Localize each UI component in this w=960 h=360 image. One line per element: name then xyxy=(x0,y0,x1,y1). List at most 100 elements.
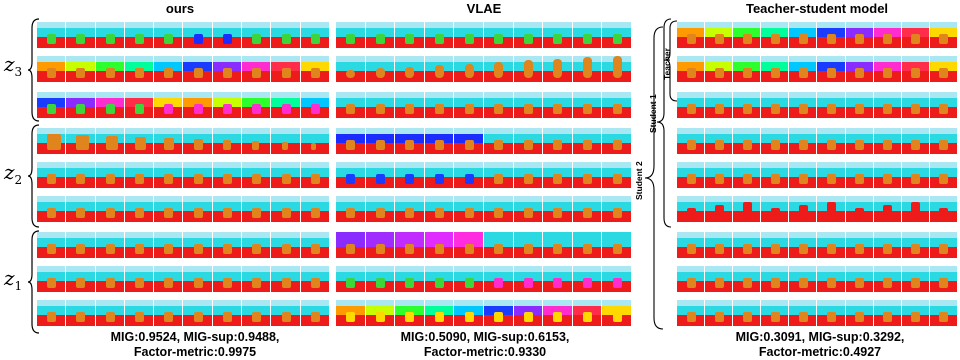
object-shape xyxy=(47,104,57,114)
object-shape xyxy=(714,205,724,218)
image-frame xyxy=(37,162,67,188)
object-shape xyxy=(742,244,752,254)
image-frame xyxy=(183,162,213,188)
object-shape xyxy=(346,70,356,78)
image-frame xyxy=(365,92,396,118)
object-shape xyxy=(714,244,724,254)
object-shape xyxy=(523,312,533,322)
object-shape xyxy=(583,312,593,322)
image-frame xyxy=(602,162,632,188)
object-shape xyxy=(252,208,262,218)
image-frame xyxy=(154,196,184,222)
column-title-ours: ours xyxy=(165,1,195,16)
image-frame xyxy=(483,22,514,48)
object-shape xyxy=(939,140,949,150)
image-frame xyxy=(929,22,958,48)
image-frame xyxy=(300,22,330,48)
image-frame xyxy=(95,232,125,258)
image-frame xyxy=(336,196,366,222)
object-shape xyxy=(583,244,593,254)
image-frame xyxy=(300,128,330,154)
object-shape xyxy=(827,68,837,78)
object-shape xyxy=(346,34,356,44)
image-frame xyxy=(242,56,272,82)
image-frame xyxy=(602,300,632,326)
object-shape xyxy=(435,140,445,150)
image-frame xyxy=(572,162,603,188)
object-shape xyxy=(222,174,232,184)
image-frame xyxy=(572,196,603,222)
object-shape xyxy=(76,174,86,184)
metric-vlae: MIG:0.5090, MIG-sup:0.6153, Factor-metri… xyxy=(370,330,600,360)
object-shape xyxy=(222,34,232,44)
object-shape xyxy=(911,312,921,322)
object-shape xyxy=(523,278,533,288)
object-shape xyxy=(583,57,593,78)
image-frame xyxy=(271,92,301,118)
object-shape xyxy=(405,244,415,254)
object-shape xyxy=(883,68,893,78)
object-shape xyxy=(193,208,203,218)
image-frame xyxy=(572,128,603,154)
object-shape xyxy=(714,104,724,114)
object-shape xyxy=(105,34,115,44)
object-shape xyxy=(612,244,622,254)
object-shape xyxy=(939,68,949,78)
object-shape xyxy=(798,312,808,322)
image-frame xyxy=(66,92,96,118)
object-shape xyxy=(770,140,780,150)
object-shape xyxy=(612,278,622,288)
image-frame xyxy=(901,232,930,258)
image-frame xyxy=(66,56,96,82)
image-frame xyxy=(154,92,184,118)
object-shape xyxy=(714,174,724,184)
object-shape xyxy=(47,174,57,184)
image-strip xyxy=(336,22,632,48)
image-frame xyxy=(66,162,96,188)
image-frame xyxy=(154,128,184,154)
image-frame xyxy=(901,266,930,292)
image-strip xyxy=(37,266,330,292)
object-shape xyxy=(855,208,865,218)
object-shape xyxy=(222,140,231,150)
object-shape xyxy=(405,66,415,78)
image-frame xyxy=(513,162,544,188)
object-shape xyxy=(76,34,86,44)
image-frame xyxy=(817,128,846,154)
object-shape xyxy=(76,208,86,218)
object-shape xyxy=(911,278,921,288)
object-shape xyxy=(827,34,837,44)
image-frame xyxy=(424,196,455,222)
image-frame xyxy=(873,56,902,82)
object-shape xyxy=(827,140,837,150)
image-frame xyxy=(454,92,484,118)
image-frame xyxy=(336,92,366,118)
object-shape xyxy=(281,312,291,322)
object-shape xyxy=(310,34,320,44)
object-shape xyxy=(76,244,86,254)
image-strip xyxy=(677,128,958,154)
object-shape xyxy=(798,278,808,288)
image-frame xyxy=(845,266,874,292)
object-shape xyxy=(939,278,949,288)
image-frame xyxy=(395,92,425,118)
image-frame xyxy=(705,300,734,326)
image-frame xyxy=(454,232,484,258)
image-frame xyxy=(454,22,484,48)
image-frame xyxy=(733,56,762,82)
object-shape xyxy=(435,244,445,254)
object-shape xyxy=(76,135,90,150)
image-frame xyxy=(817,266,846,292)
image-frame xyxy=(901,128,930,154)
object-shape xyxy=(164,34,174,44)
object-shape xyxy=(742,278,752,288)
image-frame xyxy=(572,300,603,326)
brace-teacher xyxy=(664,20,678,102)
object-shape xyxy=(47,278,57,288)
image-frame xyxy=(513,196,544,222)
image-frame xyxy=(677,56,706,82)
object-shape xyxy=(827,104,837,114)
object-shape xyxy=(553,244,563,254)
image-frame xyxy=(183,232,213,258)
metric-teacher-student: MIG:0.3091, MIG-sup:0.3292, Factor-metri… xyxy=(700,330,940,360)
